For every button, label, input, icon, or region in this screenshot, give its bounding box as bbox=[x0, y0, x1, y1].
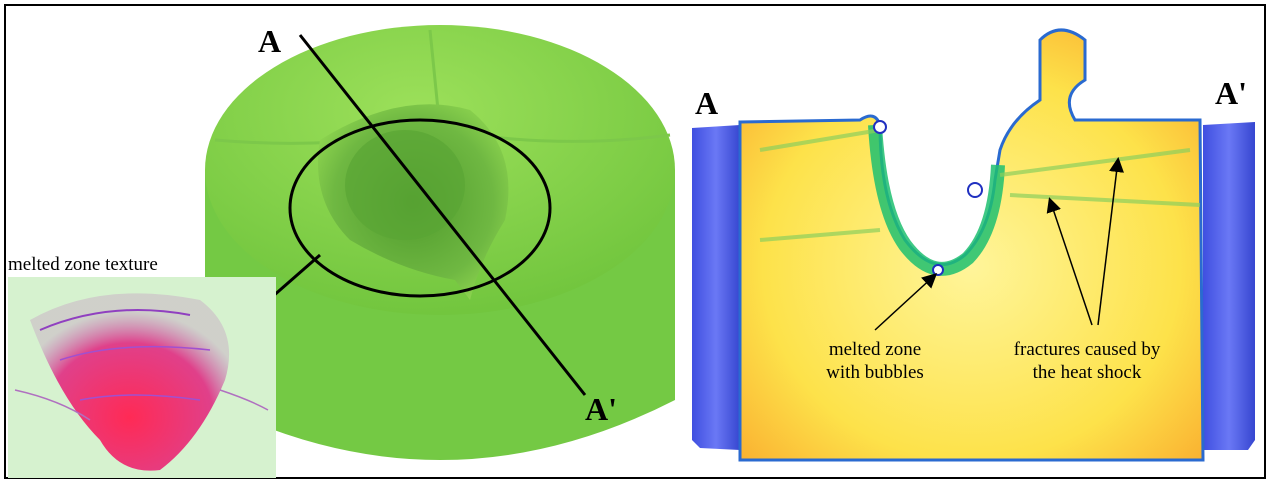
annotation: fractures caused by bbox=[1014, 339, 1161, 360]
label-a: A bbox=[258, 23, 281, 59]
label-a-prime: A' bbox=[585, 391, 617, 427]
label-a: A bbox=[695, 85, 718, 121]
figure: A A' melted zone texture A A' melted zon… bbox=[0, 0, 1270, 483]
annotation: with bubbles bbox=[826, 362, 924, 383]
annotation: the heat shock bbox=[1033, 362, 1142, 383]
label-a-prime: A' bbox=[1215, 75, 1247, 111]
inset-label: melted zone texture bbox=[8, 254, 158, 275]
annotation: melted zone bbox=[829, 339, 921, 360]
